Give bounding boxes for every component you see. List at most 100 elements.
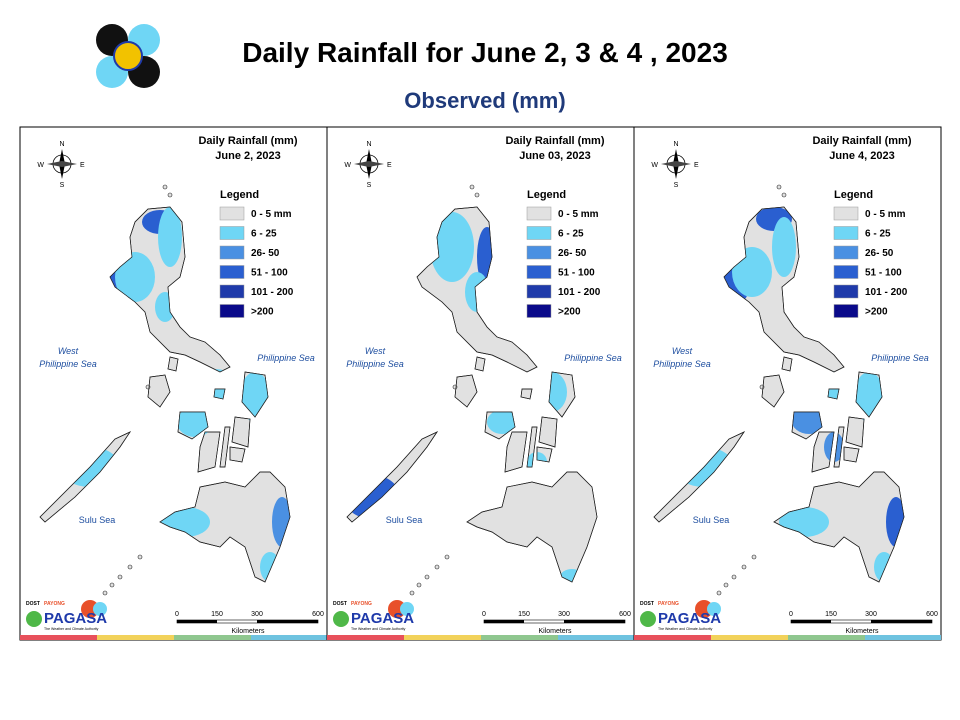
color-stripe xyxy=(404,635,481,640)
legend-title: Legend xyxy=(220,189,259,201)
panel-frame xyxy=(326,126,635,641)
map-panel: Daily Rainfall (mm) June 4, 2023 N S W E Legen… xyxy=(633,126,942,641)
legend-label: >200 xyxy=(558,307,581,318)
islet xyxy=(751,554,757,560)
legend-label: 0 - 5 mm xyxy=(865,209,906,220)
logo-dost: DOST xyxy=(333,601,347,607)
province-border xyxy=(39,431,131,523)
legend-swatch xyxy=(833,304,859,318)
panel-date: June 03, 2023 xyxy=(519,150,591,162)
scale-tick-label: 600 xyxy=(312,611,324,618)
color-stripe xyxy=(788,635,865,640)
legend-swatch xyxy=(219,206,245,221)
legend-swatch xyxy=(833,226,859,240)
slide-subtitle: Observed (mm) xyxy=(404,88,565,113)
panel-frame xyxy=(633,126,942,641)
province-border xyxy=(167,356,179,372)
sea-label: Philippine Sea xyxy=(653,359,711,369)
logo-tagline: The Weather and Climate Authority xyxy=(44,627,99,631)
scale-bar: 0 150 300 600 Kilometers xyxy=(789,611,938,635)
compass-s: S xyxy=(674,182,679,189)
islet xyxy=(167,192,173,198)
legend-swatch xyxy=(833,206,859,221)
logo-dost: DOST xyxy=(26,601,40,607)
legend-swatch xyxy=(833,265,859,279)
province-border xyxy=(346,431,438,523)
legend-title: Legend xyxy=(834,189,873,201)
legend-swatch xyxy=(219,226,245,240)
sea-label: Philippine Sea xyxy=(871,353,929,363)
color-stripe xyxy=(711,635,788,640)
scale-tick-label: 300 xyxy=(558,611,570,618)
province-border xyxy=(781,356,793,372)
legend-label: 51 - 100 xyxy=(558,268,595,279)
color-stripe xyxy=(558,635,634,640)
province-border xyxy=(159,471,291,583)
islet xyxy=(716,590,722,596)
color-stripe xyxy=(251,635,327,640)
legend-swatch xyxy=(219,265,245,279)
province-border xyxy=(109,206,231,373)
legend-title: Legend xyxy=(527,189,566,201)
scale-unit: Kilometers xyxy=(845,628,879,635)
islet xyxy=(127,564,133,570)
rainfall-area xyxy=(115,252,155,302)
scale-tick-label: 300 xyxy=(865,611,877,618)
color-stripe xyxy=(174,635,251,640)
legend-label: 101 - 200 xyxy=(865,287,908,298)
color-stripe xyxy=(97,635,174,640)
color-stripe xyxy=(20,635,97,640)
province-border xyxy=(843,446,860,463)
legend-label: 51 - 100 xyxy=(865,268,902,279)
sea-label: Philippine Sea xyxy=(257,353,315,363)
legend-label: 0 - 5 mm xyxy=(251,209,292,220)
rainfall-area xyxy=(487,410,517,434)
logo-payong: PAYONG xyxy=(658,601,679,607)
legend-label: 26- 50 xyxy=(251,248,280,259)
compass-s: S xyxy=(60,182,65,189)
province-border xyxy=(723,206,845,373)
islet xyxy=(109,582,115,588)
panel-title: Daily Rainfall (mm) xyxy=(505,135,604,147)
legend-swatch xyxy=(526,304,552,318)
map xyxy=(39,184,291,596)
province-border xyxy=(231,416,251,448)
islet xyxy=(444,554,450,560)
color-stripe xyxy=(865,635,941,640)
north-arrow: N S W E xyxy=(651,141,699,189)
islet xyxy=(469,184,475,190)
logo-tagline: The Weather and Climate Authority xyxy=(658,627,713,631)
legend-swatch xyxy=(526,284,552,299)
compass-w: W xyxy=(344,162,351,169)
province-border xyxy=(833,426,845,468)
scale-unit: Kilometers xyxy=(538,628,572,635)
province-border xyxy=(504,431,528,473)
compass-n: N xyxy=(673,141,678,148)
province-border xyxy=(466,471,598,583)
islet xyxy=(117,574,123,580)
sea-label: Philippine Sea xyxy=(39,359,97,369)
province-border xyxy=(197,431,221,473)
sea-label: Sulu Sea xyxy=(693,515,730,525)
sea-label: Sulu Sea xyxy=(386,515,423,525)
logo-payong: PAYONG xyxy=(44,601,65,607)
legend-label: 101 - 200 xyxy=(251,287,294,298)
legend-swatch xyxy=(219,284,245,299)
scale-tick-label: 0 xyxy=(789,611,793,618)
scale-bar: 0 150 300 600 Kilometers xyxy=(482,611,631,635)
province-border xyxy=(536,446,553,463)
province-border xyxy=(538,416,558,448)
legend-swatch xyxy=(833,284,859,299)
rainfall-area xyxy=(430,212,474,282)
sea-label: West xyxy=(58,346,79,356)
map xyxy=(653,184,905,596)
scale-tick-label: 300 xyxy=(251,611,263,618)
logo-name: PAGASA xyxy=(351,610,414,627)
sea-label: Philippine Sea xyxy=(564,353,622,363)
legend-label: 26- 50 xyxy=(558,248,587,259)
islet xyxy=(741,564,747,570)
province-border xyxy=(773,471,905,583)
province-border xyxy=(416,206,538,373)
